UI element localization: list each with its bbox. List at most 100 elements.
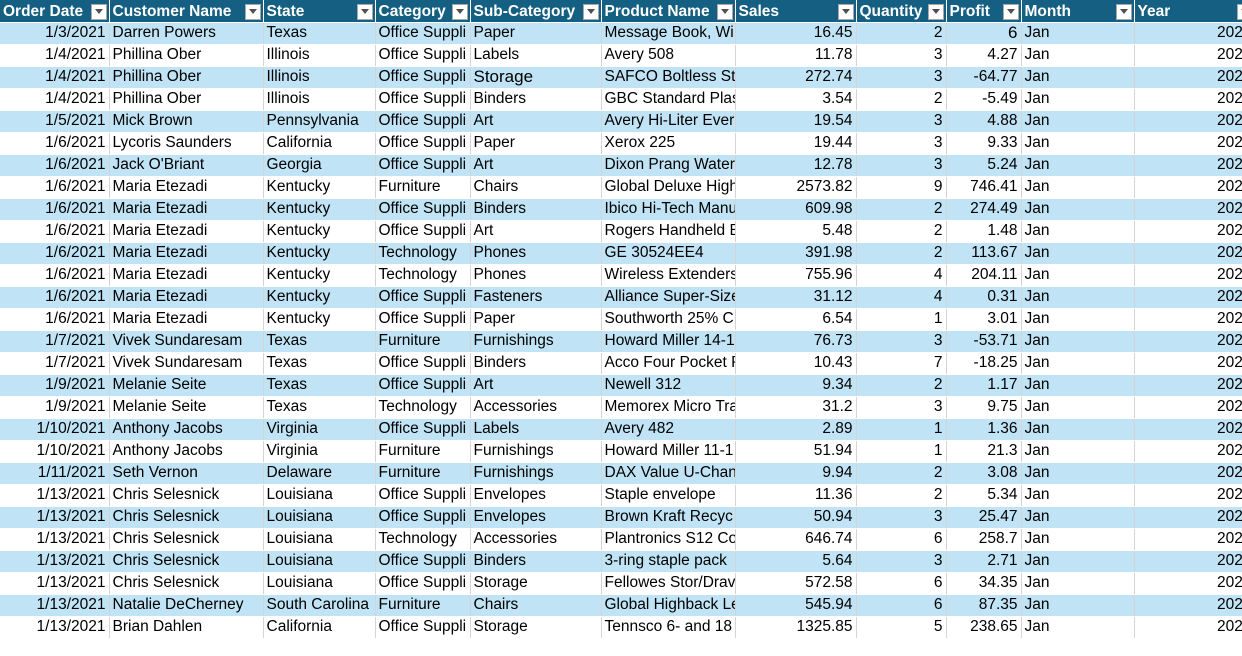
cell-sales[interactable]: 9.34 xyxy=(735,374,857,397)
cell-category[interactable]: Office Suppli xyxy=(375,550,471,573)
filter-dropdown-icon[interactable] xyxy=(1115,3,1132,20)
cell-sales[interactable]: 31.2 xyxy=(735,396,857,419)
cell-year[interactable]: 2021 xyxy=(1134,462,1242,485)
cell-month[interactable]: Jan xyxy=(1021,506,1135,529)
cell-profit[interactable]: 113.67 xyxy=(946,242,1022,265)
cell-month[interactable]: Jan xyxy=(1021,550,1135,573)
cell-customer-name[interactable]: Maria Etezadi xyxy=(109,308,264,331)
cell-state[interactable]: Pennsylvania xyxy=(263,110,376,133)
cell-customer-name[interactable]: Phillina Ober xyxy=(109,88,264,111)
cell-month[interactable]: Jan xyxy=(1021,154,1135,177)
cell-product-name[interactable]: Fellowes Stor/Drav xyxy=(601,572,736,595)
cell-profit[interactable]: 34.35 xyxy=(946,572,1022,595)
cell-customer-name[interactable]: Seth Vernon xyxy=(109,462,264,485)
cell-sales[interactable]: 1325.85 xyxy=(735,616,857,639)
cell-quantity[interactable]: 2 xyxy=(856,220,947,243)
cell-profit[interactable]: 746.41 xyxy=(946,176,1022,199)
cell-state[interactable]: Illinois xyxy=(263,66,376,89)
cell-product-name[interactable]: 3-ring staple pack xyxy=(601,550,736,573)
cell-quantity[interactable]: 6 xyxy=(856,528,947,551)
cell-profit[interactable]: 0.31 xyxy=(946,286,1022,309)
cell-profit[interactable]: 204.11 xyxy=(946,264,1022,287)
cell-order-date[interactable]: 1/4/2021 xyxy=(0,66,110,89)
cell-category[interactable]: Office Suppli xyxy=(375,308,471,331)
cell-profit[interactable]: 1.48 xyxy=(946,220,1022,243)
cell-sub-category[interactable]: Phones xyxy=(470,264,602,287)
cell-customer-name[interactable]: Maria Etezadi xyxy=(109,264,264,287)
cell-profit[interactable]: 25.47 xyxy=(946,506,1022,529)
cell-state[interactable]: Texas xyxy=(263,22,376,45)
cell-category[interactable]: Technology xyxy=(375,528,471,551)
cell-order-date[interactable]: 1/6/2021 xyxy=(0,176,110,199)
cell-product-name[interactable]: Tennsco 6- and 18 xyxy=(601,616,736,639)
cell-category[interactable]: Office Suppli xyxy=(375,110,471,133)
cell-order-date[interactable]: 1/4/2021 xyxy=(0,44,110,67)
cell-profit[interactable]: 21.3 xyxy=(946,440,1022,463)
cell-order-date[interactable]: 1/3/2021 xyxy=(0,22,110,45)
cell-order-date[interactable]: 1/7/2021 xyxy=(0,352,110,375)
cell-month[interactable]: Jan xyxy=(1021,176,1135,199)
cell-year[interactable]: 2021 xyxy=(1134,308,1242,331)
cell-year[interactable]: 2021 xyxy=(1134,132,1242,155)
cell-state[interactable]: California xyxy=(263,616,376,639)
cell-customer-name[interactable]: Mick Brown xyxy=(109,110,264,133)
cell-quantity[interactable]: 4 xyxy=(856,286,947,309)
cell-category[interactable]: Furniture xyxy=(375,176,471,199)
cell-year[interactable]: 2021 xyxy=(1134,198,1242,221)
cell-month[interactable]: Jan xyxy=(1021,286,1135,309)
cell-product-name[interactable]: Avery Hi-Liter Ever xyxy=(601,110,736,133)
filter-dropdown-icon[interactable] xyxy=(837,3,854,20)
cell-sub-category[interactable]: Chairs xyxy=(470,594,602,617)
cell-state[interactable]: Louisiana xyxy=(263,572,376,595)
cell-sales[interactable]: 16.45 xyxy=(735,22,857,45)
cell-quantity[interactable]: 2 xyxy=(856,462,947,485)
cell-profit[interactable]: 258.7 xyxy=(946,528,1022,551)
cell-sub-category[interactable]: Binders xyxy=(470,198,602,221)
cell-quantity[interactable]: 3 xyxy=(856,330,947,353)
cell-order-date[interactable]: 1/13/2021 xyxy=(0,484,110,507)
cell-sub-category[interactable]: Storage xyxy=(470,616,602,639)
cell-month[interactable]: Jan xyxy=(1021,220,1135,243)
cell-year[interactable]: 2021 xyxy=(1134,176,1242,199)
cell-quantity[interactable]: 1 xyxy=(856,418,947,441)
cell-product-name[interactable]: Wireless Extenders xyxy=(601,264,736,287)
cell-sub-category[interactable]: Storage xyxy=(470,572,602,595)
cell-month[interactable]: Jan xyxy=(1021,374,1135,397)
cell-category[interactable]: Office Suppli xyxy=(375,66,471,89)
cell-profit[interactable]: -64.77 xyxy=(946,66,1022,89)
cell-category[interactable]: Office Suppli xyxy=(375,88,471,111)
cell-sales[interactable]: 646.74 xyxy=(735,528,857,551)
cell-order-date[interactable]: 1/13/2021 xyxy=(0,616,110,639)
cell-state[interactable]: Texas xyxy=(263,330,376,353)
cell-sales[interactable]: 572.58 xyxy=(735,572,857,595)
cell-order-date[interactable]: 1/6/2021 xyxy=(0,286,110,309)
cell-state[interactable]: Kentucky xyxy=(263,220,376,243)
cell-month[interactable]: Jan xyxy=(1021,264,1135,287)
cell-profit[interactable]: 238.65 xyxy=(946,616,1022,639)
cell-state[interactable]: Kentucky xyxy=(263,308,376,331)
cell-sub-category[interactable]: Envelopes xyxy=(470,506,602,529)
cell-sales[interactable]: 3.54 xyxy=(735,88,857,111)
cell-product-name[interactable]: Staple envelope xyxy=(601,484,736,507)
cell-month[interactable]: Jan xyxy=(1021,594,1135,617)
cell-sales[interactable]: 391.98 xyxy=(735,242,857,265)
cell-product-name[interactable]: Brown Kraft Recyc xyxy=(601,506,736,529)
cell-sub-category[interactable]: Labels xyxy=(470,44,602,67)
cell-quantity[interactable]: 2 xyxy=(856,22,947,45)
cell-year[interactable]: 2021 xyxy=(1134,22,1242,45)
cell-state[interactable]: Illinois xyxy=(263,44,376,67)
header-sales[interactable]: Sales xyxy=(735,0,857,23)
cell-category[interactable]: Office Suppli xyxy=(375,374,471,397)
cell-order-date[interactable]: 1/10/2021 xyxy=(0,418,110,441)
cell-quantity[interactable]: 5 xyxy=(856,616,947,639)
cell-order-date[interactable]: 1/6/2021 xyxy=(0,154,110,177)
cell-customer-name[interactable]: Maria Etezadi xyxy=(109,176,264,199)
cell-sub-category[interactable]: Paper xyxy=(470,132,602,155)
cell-sub-category[interactable]: Furnishings xyxy=(470,462,602,485)
cell-category[interactable]: Office Suppli xyxy=(375,506,471,529)
cell-product-name[interactable]: Avery 508 xyxy=(601,44,736,67)
cell-order-date[interactable]: 1/4/2021 xyxy=(0,88,110,111)
cell-month[interactable]: Jan xyxy=(1021,132,1135,155)
cell-sales[interactable]: 31.12 xyxy=(735,286,857,309)
cell-category[interactable]: Furniture xyxy=(375,440,471,463)
